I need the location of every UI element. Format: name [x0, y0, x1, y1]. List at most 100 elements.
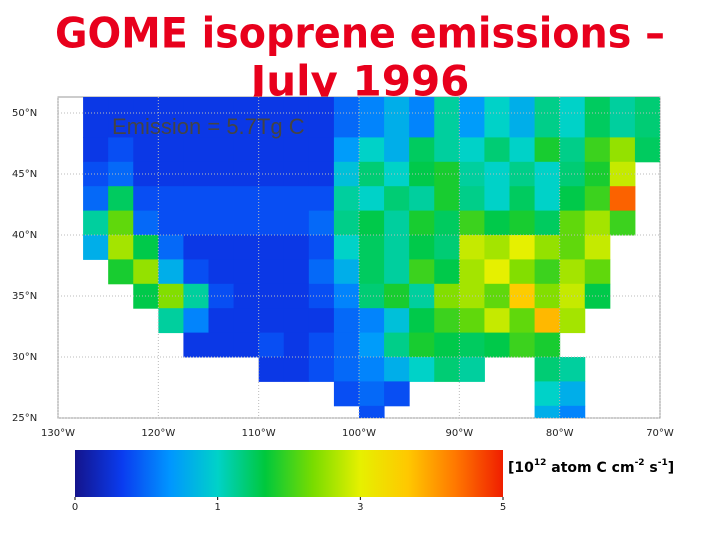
grid-cell — [258, 137, 285, 163]
y-tick-label: 25°N — [12, 413, 37, 424]
grid-cell — [584, 97, 611, 138]
grid-cell — [434, 357, 460, 382]
grid-cell — [108, 97, 134, 138]
grid-cell — [434, 186, 460, 212]
grid-cell — [283, 259, 310, 285]
title-line: GOME isoprene emissions – — [55, 9, 665, 58]
grid-cell — [409, 186, 435, 212]
grid-cell — [258, 357, 285, 382]
grid-cell — [258, 308, 285, 334]
grid-cell — [208, 210, 235, 236]
grid-cell — [409, 97, 435, 138]
grid-cell — [308, 161, 335, 187]
grid-cell — [359, 97, 385, 138]
grid-cell — [384, 161, 410, 187]
grid-cell — [333, 235, 360, 260]
grid-cell — [83, 137, 109, 163]
units-label: [1012 atom C cm-2 s-1] — [508, 458, 674, 477]
grid-cell — [333, 381, 360, 407]
grid-cell — [83, 235, 109, 260]
grid-cell — [384, 381, 410, 407]
grid-cell — [409, 357, 435, 382]
grid-cell — [534, 186, 561, 212]
grid-cell — [333, 186, 360, 212]
grid-cell — [434, 161, 460, 187]
grid-cell — [208, 283, 235, 309]
x-tick-label: 100°W — [342, 428, 376, 439]
grid-cell — [283, 161, 310, 187]
y-tick-label: 50°N — [12, 108, 37, 119]
grid-cell — [384, 137, 410, 163]
grid-cell — [484, 97, 510, 138]
grid-cell — [308, 308, 335, 334]
grid-cell — [333, 137, 360, 163]
grid-cell — [459, 332, 485, 358]
grid-cell — [283, 283, 310, 309]
grid-cell — [158, 161, 184, 187]
grid-cell — [359, 210, 385, 236]
grid-cell — [208, 97, 235, 138]
x-tick-label: 110°W — [242, 428, 276, 439]
grid-cell — [359, 332, 385, 358]
grid-cell — [484, 235, 510, 260]
grid-cell — [258, 186, 285, 212]
map: 50°N 45°N 40°N 35°N 30°N 25°N 130°W 120°W 110°W 1… — [12, 96, 674, 439]
grid-cell — [158, 210, 184, 236]
grid-cell — [233, 235, 260, 260]
grid-cell — [409, 308, 435, 334]
grid-cell — [484, 161, 510, 187]
grid-cell — [534, 332, 561, 358]
grid-cell — [83, 210, 109, 236]
grid-cell — [83, 97, 109, 138]
grid-cell — [509, 308, 536, 334]
grid-cell — [233, 186, 260, 212]
grid-cell — [359, 357, 385, 382]
grid-cell — [83, 186, 109, 212]
grid-cell — [459, 235, 485, 260]
grid-cell — [509, 161, 536, 187]
grid-cell — [509, 97, 536, 138]
colorbar-tick-label: 0 — [72, 502, 78, 513]
grid-cell — [183, 308, 209, 334]
grid-cell — [559, 283, 586, 309]
grid-cell — [534, 97, 561, 138]
grid-cell — [208, 186, 235, 212]
grid-cell — [584, 235, 611, 260]
colorbar-tick-label: 5 — [500, 502, 506, 513]
y-tick-label: 45°N — [12, 169, 37, 180]
grid-cell — [484, 259, 510, 285]
grid-cell — [534, 235, 561, 260]
grid-cell — [359, 137, 385, 163]
grid-cell — [584, 186, 611, 212]
grid-cell — [308, 259, 335, 285]
grid-cell — [559, 381, 586, 407]
grid-cell — [308, 137, 335, 163]
grid-cell — [559, 308, 586, 334]
grid-cell — [308, 235, 335, 260]
grid-cell — [233, 97, 260, 138]
grid-cell — [609, 137, 636, 163]
grid-cell — [233, 283, 260, 309]
grid-cell — [108, 137, 134, 163]
grid-cell — [384, 186, 410, 212]
grid-cell — [158, 186, 184, 212]
x-tick-label: 80°W — [546, 428, 574, 439]
grid-cell — [459, 186, 485, 212]
x-tick-label: 120°W — [141, 428, 175, 439]
grid-cell — [308, 332, 335, 358]
grid-cell — [183, 259, 209, 285]
grid-cell — [559, 161, 586, 187]
grid-cell — [509, 235, 536, 260]
grid-cell — [534, 357, 561, 382]
grid-cell — [434, 259, 460, 285]
grid-cell — [283, 210, 310, 236]
grid-cell — [509, 283, 536, 309]
colorbar-tick-label: 3 — [357, 502, 363, 513]
grid-cell — [409, 332, 435, 358]
y-tick-label: 30°N — [12, 352, 37, 363]
grid-cell — [208, 235, 235, 260]
x-tick-label: 130°W — [41, 428, 75, 439]
grid-cell — [559, 235, 586, 260]
grid-cell — [559, 210, 586, 236]
